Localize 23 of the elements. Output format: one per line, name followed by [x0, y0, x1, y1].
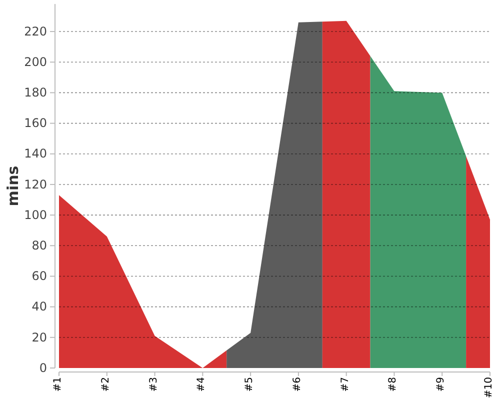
x-tick-label: #9 — [436, 377, 447, 392]
y-tick-label: 60 — [32, 269, 47, 284]
y-tick-label: 0 — [39, 360, 47, 375]
y-tick-label: 100 — [24, 208, 47, 222]
x-tick-label: #2 — [100, 377, 112, 392]
y-axis-title: mins — [4, 166, 22, 206]
x-tick-label: #4 — [196, 377, 208, 392]
y-tick-label: 180 — [24, 86, 47, 100]
y-tick-label: 20 — [32, 330, 47, 344]
x-tick-label: #7 — [340, 377, 351, 392]
x-tick-label: #5 — [244, 377, 256, 392]
y-tick-label: 160 — [24, 116, 47, 130]
y-tick-label: 120 — [24, 177, 47, 192]
y-tick-label: 200 — [24, 54, 47, 69]
x-tick-label: #3 — [148, 377, 160, 392]
x-tick-label: #10 — [484, 377, 494, 398]
x-tick-label: #1 — [52, 377, 64, 392]
x-tick-label: #8 — [388, 377, 399, 392]
y-tick-label: 80 — [32, 238, 47, 252]
y-tick-label: 40 — [32, 300, 47, 314]
x-tick-label: #6 — [292, 377, 303, 392]
y-tick-label: 140 — [24, 146, 47, 161]
y-tick-label: 220 — [24, 24, 47, 38]
